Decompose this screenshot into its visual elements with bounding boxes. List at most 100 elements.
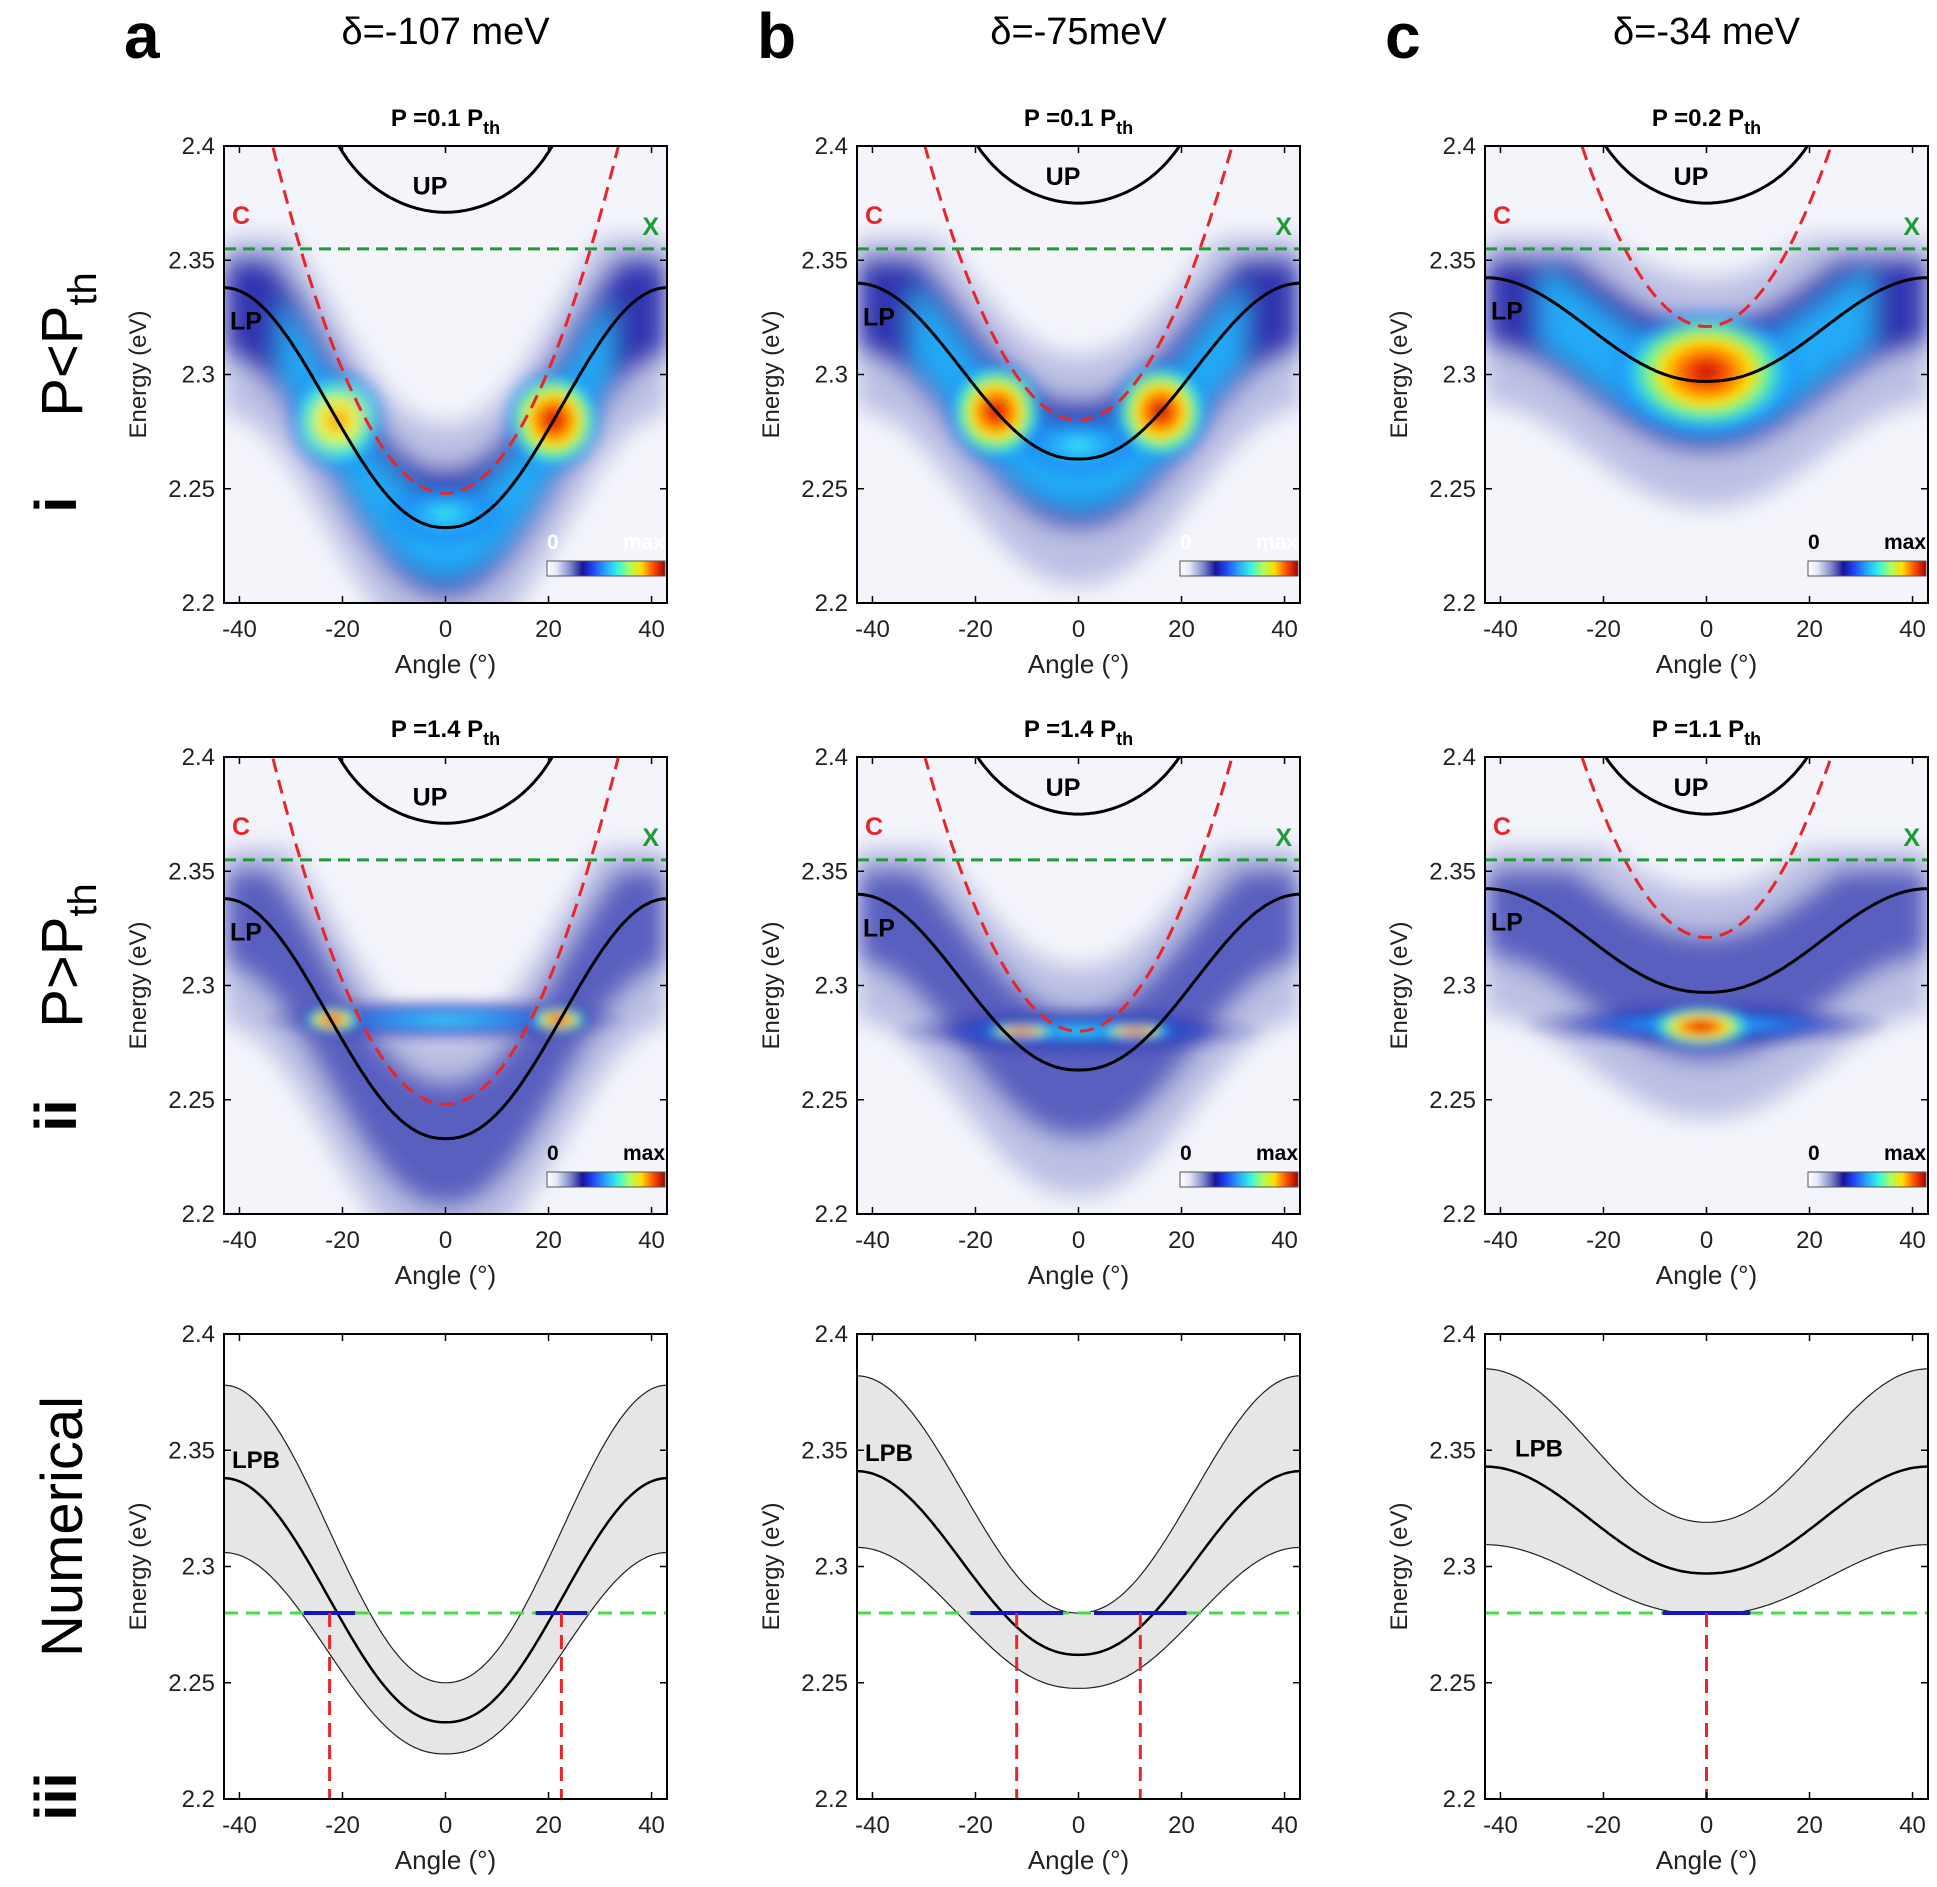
dispersion-curves (224, 146, 667, 530)
y-tick-label: 2.4 (182, 133, 215, 160)
up-label: UP (1674, 163, 1709, 191)
heatmap-emission (280, 300, 611, 578)
x-axis-label: Angle (°) (395, 649, 496, 679)
panel-title-main: P =0.1 P (1024, 105, 1116, 132)
y-tick-label: 2.25 (801, 476, 848, 503)
y-tick-label: 2.2 (815, 1786, 848, 1813)
heatmap-b-i (857, 146, 1300, 603)
y-axis-label: Energy (eV) (1386, 921, 1413, 1049)
x-tick-label: 0 (1700, 1227, 1713, 1254)
x-tick-label: -40 (855, 1227, 890, 1254)
y-tick-label: 2.3 (815, 973, 848, 1000)
exciton-label: X (1275, 824, 1292, 852)
x-axis-label: Angle (°) (1656, 1845, 1757, 1875)
exciton-label: X (1903, 213, 1920, 241)
y-tick-label: 2.25 (1429, 1670, 1476, 1697)
x-tick-label: -20 (1586, 616, 1621, 643)
y-tick-label: 2.3 (182, 973, 215, 1000)
x-tick-label: 40 (1271, 616, 1298, 643)
chart-a-iii: LPB -40 -20 0 20 40 2.2 2.25 2.3 2.35 2.4 Angle (°)… (125, 1321, 668, 1875)
cavity-curve (1580, 146, 1833, 329)
panel-letter-c: c (1385, 0, 1421, 72)
lp-label: LP (1491, 298, 1523, 326)
lpb-label: LPB (865, 1440, 913, 1467)
colorbar-max-label: max (1884, 531, 1926, 554)
panel-title-sub: th (1116, 118, 1133, 138)
x-axis-label: Angle (°) (1028, 1845, 1129, 1875)
heatmap-band (857, 257, 1300, 528)
x-tick-label: 40 (1271, 1227, 1298, 1254)
up-label: UP (1046, 774, 1081, 802)
x-tick-label: -20 (958, 616, 993, 643)
y-axis-label: Energy (eV) (1386, 310, 1413, 438)
y-tick-label: 2.35 (1429, 247, 1476, 274)
x-tick-label: -20 (958, 1227, 993, 1254)
panel-title: P =1.1 Pth (1652, 716, 1761, 749)
x-tick-label: -20 (1586, 1812, 1621, 1839)
lpb-label: LPB (232, 1447, 280, 1474)
x-tick-label: 40 (638, 616, 665, 643)
up-curve (337, 757, 554, 825)
y-tick-label: 2.3 (1443, 362, 1476, 389)
colorbar (546, 560, 666, 577)
row-numeral-i: i (24, 496, 89, 512)
y-axis-label: Energy (eV) (125, 1502, 152, 1630)
y-tick-label: 2.4 (1443, 1321, 1476, 1348)
x-axis-label: Angle (°) (1028, 1260, 1129, 1290)
x-tick-label: 40 (1271, 1812, 1298, 1839)
x-axis-label: Angle (°) (395, 1845, 496, 1875)
up-curve (1603, 757, 1810, 816)
x-tick-label: -20 (1586, 1227, 1621, 1254)
lp-label: LP (230, 919, 262, 947)
up-curve (975, 146, 1182, 205)
y-tick-label: 2.35 (168, 247, 215, 274)
y-tick-label: 2.4 (182, 744, 215, 771)
x-axis-label: Angle (°) (395, 1260, 496, 1290)
y-tick-label: 2.25 (801, 1670, 848, 1697)
detuning-label-a: δ=-107 meV (341, 11, 550, 53)
y-tick-label: 2.2 (815, 590, 848, 617)
lpb-label: LPB (1515, 1436, 1563, 1463)
x-tick-label: -40 (222, 1227, 257, 1254)
y-tick-label: 2.4 (815, 1321, 848, 1348)
row-title-i: P<Pth (30, 272, 105, 417)
y-tick-label: 2.2 (1443, 590, 1476, 617)
x-tick-label: 20 (1168, 616, 1195, 643)
y-tick-label: 2.2 (182, 1201, 215, 1228)
colorbar-max-label: max (623, 1142, 665, 1165)
exciton-label: X (1275, 213, 1292, 241)
y-tick-label: 2.25 (1429, 1087, 1476, 1114)
up-label: UP (413, 172, 448, 200)
panel-title: P =1.4 Pth (391, 716, 500, 749)
panel-title: P =1.4 Pth (1024, 716, 1133, 749)
exciton-label: X (642, 213, 659, 241)
colorbar-min-label: 0 (547, 531, 559, 554)
lp-curve (857, 281, 1300, 461)
colorbar-max-label: max (623, 531, 665, 554)
x-tick-label: 0 (1072, 616, 1085, 643)
x-tick-label: 0 (439, 1812, 452, 1839)
x-tick-label: -40 (1483, 1812, 1518, 1839)
cavity-label: C (232, 813, 250, 841)
heatmap-c-i (1485, 146, 1928, 603)
heatmap-band (857, 868, 1300, 1139)
chart-a-i: UP LP C X 0 max P =0.1 Pth -40 -20 0 20 40 2.2 2.25 2.… (125, 105, 668, 679)
heatmap-band (1485, 868, 1928, 1061)
y-tick-label: 2.35 (801, 1437, 848, 1464)
heatmap-c-ii (1485, 757, 1928, 1214)
condensate-core (936, 1017, 1221, 1045)
lp-curve (857, 892, 1300, 1072)
panel-letter-b: b (757, 0, 796, 72)
chart-b-iii: LPB -40 -20 0 20 40 2.2 2.25 2.3 2.35 2.4 Angle (°)… (758, 1321, 1301, 1875)
chart-c-iii: LPB -40 -20 0 20 40 2.2 2.25 2.3 2.35 2.4 Angle (°)… (1386, 1321, 1929, 1875)
colorbar (1807, 560, 1927, 577)
lp-label: LP (863, 914, 895, 942)
cavity-label: C (1493, 813, 1511, 841)
x-tick-label: 20 (1796, 1812, 1823, 1839)
heatmap-halo (224, 237, 667, 603)
x-tick-label: -40 (222, 616, 257, 643)
lp-curve (1485, 887, 1928, 994)
panel-title-main: P =0.1 P (391, 105, 483, 132)
row-title-sub: th (61, 883, 105, 916)
colorbar-min-label: 0 (547, 1142, 559, 1165)
